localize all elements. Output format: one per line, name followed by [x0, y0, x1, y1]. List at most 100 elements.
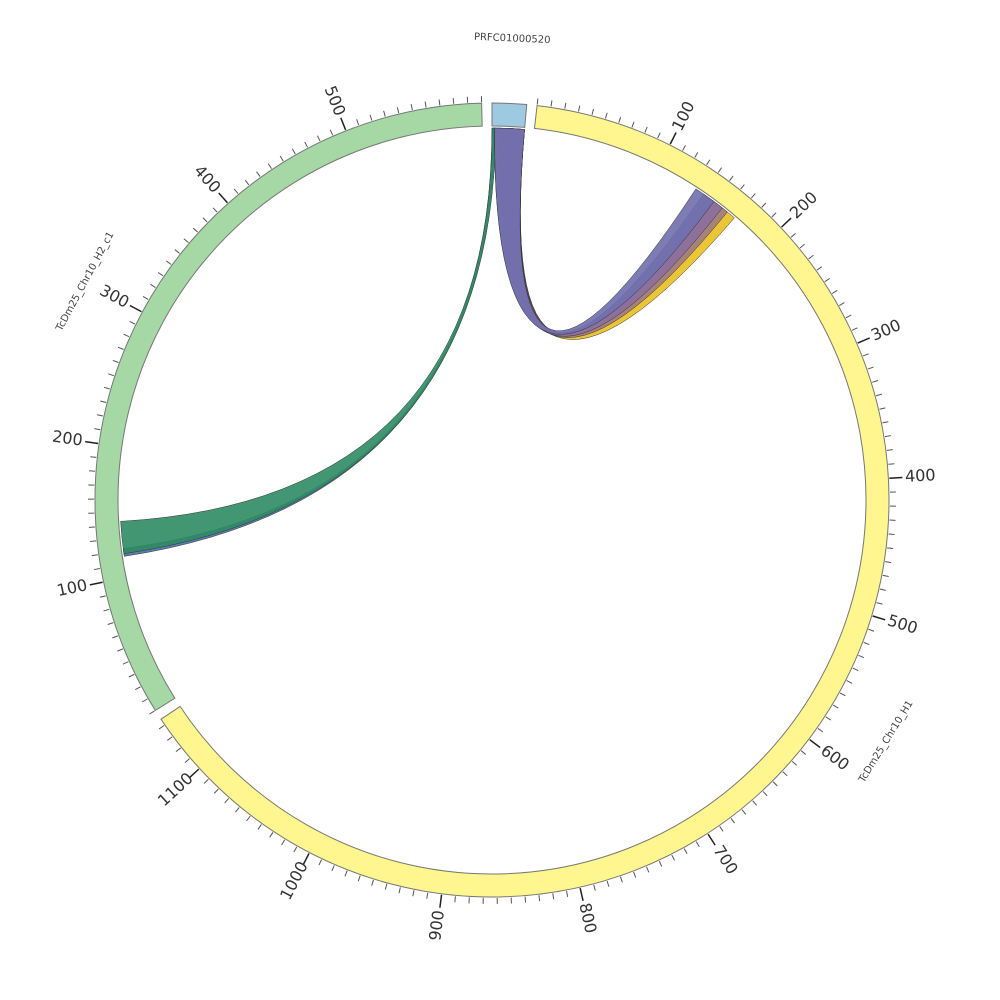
minor-tick: [875, 393, 883, 397]
minor-tick: [224, 798, 230, 804]
minor-tick: [658, 860, 663, 867]
minor-tick: [882, 421, 889, 424]
minor-tick: [93, 568, 101, 571]
major-tick: [857, 337, 870, 344]
minor-tick: [762, 791, 768, 797]
minor-tick: [717, 167, 723, 173]
segment-name: PRFC01000520: [474, 32, 551, 46]
minor-tick: [279, 155, 284, 162]
minor-tick: [593, 884, 596, 891]
minor-tick: [694, 152, 699, 158]
tick-label: 800: [575, 901, 600, 935]
minor-tick: [371, 879, 374, 886]
minor-tick: [90, 456, 97, 458]
minor-tick: [103, 608, 110, 612]
minor-tick: [192, 227, 198, 233]
minor-tick: [424, 101, 427, 108]
segment: [94, 102, 483, 712]
minor-tick: [564, 102, 567, 109]
major-tick: [89, 581, 103, 586]
minor-tick: [706, 159, 711, 166]
minor-tick: [816, 266, 823, 271]
tick-label: 1000: [276, 858, 312, 903]
links: [120, 127, 735, 557]
minor-tick: [383, 110, 386, 117]
minor-tick: [212, 207, 218, 213]
minor-tick: [800, 750, 807, 755]
minor-tick: [577, 105, 581, 112]
minor-tick: [695, 841, 700, 847]
minor-tick: [839, 692, 846, 697]
minor-tick: [94, 428, 101, 431]
minor-tick: [885, 561, 892, 564]
minor-tick: [184, 758, 190, 763]
minor-tick: [167, 736, 173, 741]
minor-tick: [888, 463, 895, 465]
minor-tick: [831, 289, 838, 294]
minor-tick: [438, 99, 441, 106]
minor-tick: [331, 865, 335, 872]
major-tick: [872, 615, 886, 621]
major-tick: [188, 768, 200, 779]
minor-tick: [631, 121, 635, 128]
minor-tick: [538, 895, 541, 902]
major-tick: [218, 192, 228, 204]
minor-tick: [318, 859, 322, 866]
minor-tick: [213, 788, 219, 794]
minor-tick: [851, 327, 858, 331]
minor-tick: [644, 126, 648, 133]
minor-tick: [175, 747, 181, 753]
minor-tick: [135, 686, 141, 691]
tick-label: 400: [905, 465, 937, 486]
tick-label: 500: [885, 611, 920, 638]
minor-tick: [123, 333, 130, 338]
minor-tick: [832, 704, 839, 709]
minor-tick: [646, 866, 650, 873]
minor-tick: [202, 217, 208, 223]
minor-tick: [591, 108, 595, 115]
major-tick: [889, 476, 903, 479]
minor-tick: [99, 595, 106, 598]
minor-tick: [157, 272, 164, 277]
minor-tick: [808, 254, 814, 260]
minor-tick: [772, 781, 778, 787]
minor-tick: [868, 628, 875, 632]
minor-tick: [682, 145, 686, 151]
tick-label: 300: [868, 315, 904, 345]
minor-tick: [879, 588, 886, 591]
tick-label: 900: [425, 909, 448, 942]
minor-tick: [852, 667, 859, 672]
minor-tick: [845, 314, 852, 319]
minor-tick: [552, 893, 555, 900]
minor-tick: [344, 870, 348, 877]
major-tick: [669, 132, 677, 145]
minor-tick: [882, 574, 889, 578]
tick-label: 300: [97, 280, 133, 311]
minor-tick: [304, 141, 308, 148]
segment: [491, 102, 528, 128]
link: [120, 127, 497, 555]
major-tick: [707, 833, 716, 846]
minor-tick: [269, 832, 274, 838]
minor-tick: [150, 283, 156, 288]
major-tick: [85, 440, 99, 445]
major-tick: [781, 217, 792, 228]
minor-tick: [233, 188, 239, 194]
minor-tick: [604, 112, 608, 119]
minor-tick: [872, 380, 879, 383]
minor-tick: [839, 302, 845, 306]
minor-tick: [671, 854, 675, 861]
minor-tick: [128, 673, 135, 678]
minor-tick: [356, 119, 360, 126]
minor-tick: [117, 346, 124, 350]
minor-tick: [817, 727, 824, 733]
minor-tick: [291, 148, 296, 155]
minor-tick: [454, 896, 456, 903]
tick-label: 200: [51, 427, 84, 450]
minor-tick: [246, 815, 251, 822]
minor-tick: [412, 890, 415, 897]
minor-tick: [884, 435, 891, 438]
minor-tick: [129, 320, 136, 325]
minor-tick: [846, 680, 853, 684]
